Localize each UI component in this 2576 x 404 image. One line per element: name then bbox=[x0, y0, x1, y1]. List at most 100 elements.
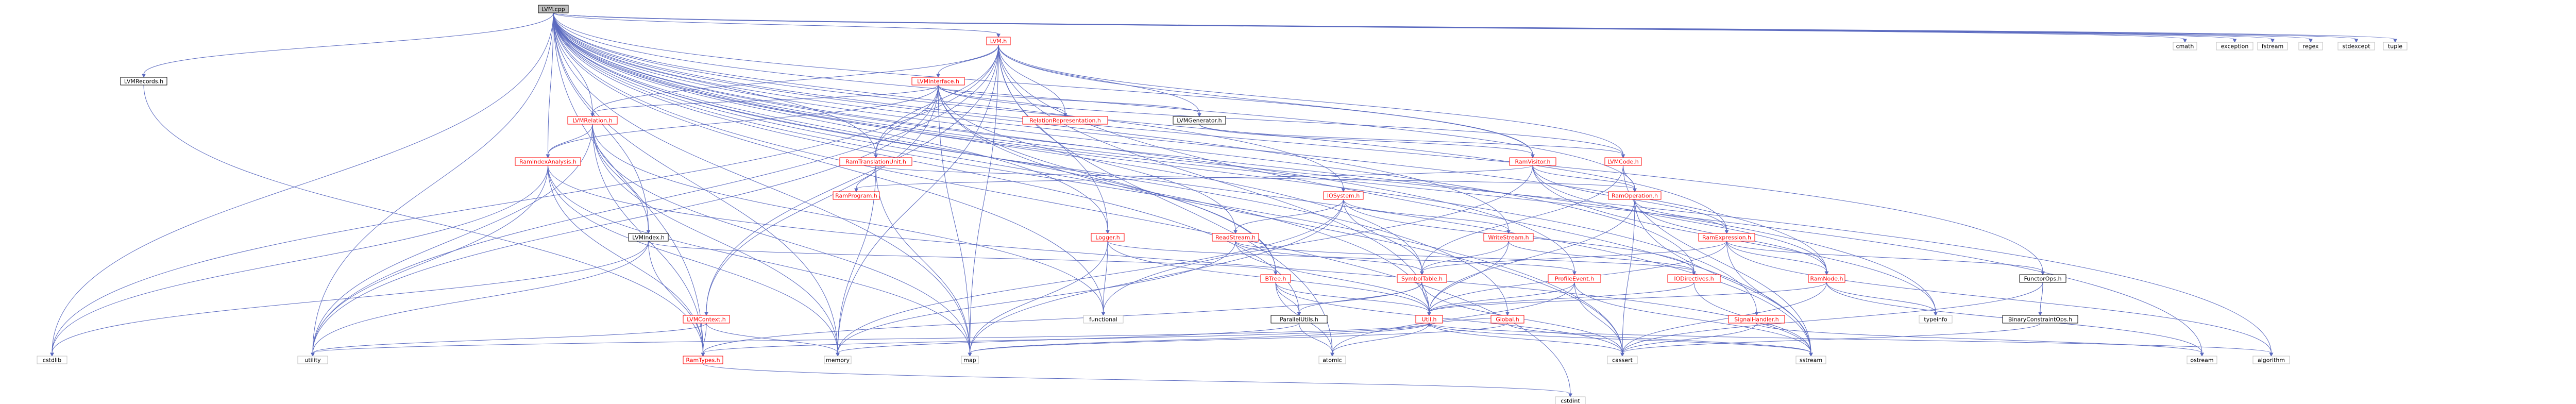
node-writestream-h[interactable]: WriteStream.h bbox=[1483, 233, 1534, 242]
node-global-h[interactable]: Global.h bbox=[1490, 315, 1524, 324]
node-box bbox=[2337, 42, 2375, 50]
node-lvmcontext-h[interactable]: LVMContext.h bbox=[683, 315, 730, 324]
node-cassert: cassert bbox=[1607, 356, 1638, 364]
edge-util-h-to-algorithm bbox=[1429, 323, 2274, 357]
node-ramoperation-h[interactable]: RamOperation.h bbox=[1608, 191, 1662, 200]
node-signalhandler-h[interactable]: SignalHandler.h bbox=[1728, 315, 1785, 324]
node-symboltable-h[interactable]: SymbolTable.h bbox=[1397, 274, 1447, 283]
edge-lvmrelation-h-to-functional bbox=[592, 124, 1106, 316]
edge-lvm-h-to-atomic bbox=[998, 44, 1334, 357]
node-box bbox=[1270, 315, 1328, 324]
node-lvminterface-h[interactable]: LVMInterface.h bbox=[911, 77, 965, 86]
node-binaryconstraint-h[interactable]: BinaryConstraintOps.h bbox=[2002, 315, 2078, 324]
node-parallelutils-h[interactable]: ParallelUtils.h bbox=[1270, 315, 1328, 324]
node-ramvisitor-h[interactable]: RamVisitor.h bbox=[1509, 157, 1556, 166]
node-label: RamVisitor.h bbox=[1515, 159, 1550, 165]
edge-lvmrecords-h-to-ramtypes-h bbox=[143, 85, 705, 357]
edge-profilevent-h-to-util-h bbox=[1427, 282, 1575, 316]
edge-lvm-cpp-to-functional bbox=[553, 12, 1106, 316]
node-label: SignalHandler.h bbox=[1734, 316, 1779, 323]
node-label: RamTypes.h bbox=[686, 357, 720, 364]
node-ramprogram-h[interactable]: RamProgram.h bbox=[833, 191, 880, 200]
edge-lvm-cpp-to-typeinfo bbox=[553, 12, 1938, 316]
node-box bbox=[2173, 42, 2197, 50]
edge-lvm-h-to-logger-h bbox=[998, 44, 1110, 234]
node-label: IODirectives.h bbox=[1674, 276, 1714, 282]
node-label: algorithm bbox=[2258, 357, 2285, 364]
edge-ramexpression-h-to-functorops-h bbox=[1726, 241, 2045, 276]
node-lvmrelation-h[interactable]: LVMRelation.h bbox=[567, 116, 618, 125]
edge-lvmgenerator-h-to-ramvisitor-h bbox=[1199, 124, 1535, 159]
node-box bbox=[1173, 116, 1226, 125]
edge-lvm-cpp-to-util-h bbox=[553, 12, 1431, 316]
node-lvmcode-h[interactable]: LVMCode.h bbox=[1604, 157, 1642, 166]
node-box bbox=[1212, 233, 1259, 242]
node-ramexpression-h[interactable]: RamExpression.h bbox=[1698, 233, 1755, 242]
node-raminterm-h[interactable]: RamTranslationUnit.h bbox=[839, 157, 912, 166]
edge-lvm-h-to-lvmcontext-h bbox=[704, 44, 999, 316]
node-box bbox=[1260, 274, 1291, 283]
edge-lvm-cpp-to-symboltable-h bbox=[553, 12, 1424, 276]
node-logger-h[interactable]: Logger.h bbox=[1091, 233, 1125, 242]
node-box bbox=[1022, 116, 1108, 125]
edge-lvm-cpp-to-iosystem-h bbox=[553, 12, 1346, 193]
node-label: Global.h bbox=[1496, 316, 1519, 323]
node-functorops-h[interactable]: FunctorOps.h bbox=[2019, 274, 2066, 283]
edge-lvm-cpp-to-lvmrecords-h bbox=[142, 12, 554, 78]
node-iosystem-h[interactable]: IOSystem.h bbox=[1323, 191, 1364, 200]
node-ramindexanalysis-h[interactable]: RamIndexAnalysis.h bbox=[515, 157, 581, 166]
edge-lvm-h-to-memory bbox=[836, 44, 999, 357]
node-box bbox=[1415, 315, 1443, 324]
node-box bbox=[1728, 315, 1785, 324]
edge-global-h-to-map bbox=[968, 323, 1508, 357]
node-box bbox=[1608, 191, 1662, 200]
node-util-h[interactable]: Util.h bbox=[1415, 315, 1443, 324]
node-readstream-h[interactable]: ReadStream.h bbox=[1212, 233, 1259, 242]
node-ramtypes-h[interactable]: RamTypes.h bbox=[683, 356, 723, 364]
edge-lvm-cpp-to-ostream bbox=[553, 12, 2204, 357]
node-iodirectives-h[interactable]: IODirectives.h bbox=[1667, 274, 1721, 283]
edge-lvm-h-to-map bbox=[968, 44, 999, 357]
edge-raminterm-h-to-map bbox=[875, 165, 972, 357]
node-cstdint: cstdint bbox=[1555, 396, 1586, 404]
edge-lvmindex-h-to-ramtypes-h bbox=[648, 241, 705, 357]
node-box bbox=[2257, 42, 2288, 50]
node-fstream: fstream bbox=[2257, 42, 2288, 50]
node-box bbox=[1919, 315, 1953, 324]
node-lvm-cpp[interactable]: LVM.cpp bbox=[538, 5, 569, 13]
node-box bbox=[839, 157, 912, 166]
node-profilevent-h[interactable]: ProfileEvent.h bbox=[1548, 274, 1601, 283]
edge-lvmindex-h-to-cstdlib bbox=[50, 241, 649, 357]
node-lvmrecords-h[interactable]: LVMRecords.h bbox=[120, 77, 167, 86]
node-label: SymbolTable.h bbox=[1401, 276, 1443, 282]
node-box bbox=[37, 356, 67, 364]
node-lvmgenerator-h[interactable]: LVMGenerator.h bbox=[1173, 116, 1226, 125]
node-btree-h[interactable]: BTree.h bbox=[1260, 274, 1291, 283]
node-label: functional bbox=[1089, 316, 1117, 323]
node-lvmindex-h[interactable]: LVMIndex.h bbox=[628, 233, 669, 242]
edge-lvm-cpp-to-cassert bbox=[553, 12, 1624, 357]
node-box bbox=[1397, 274, 1447, 283]
edge-ramindexanalysis-h-to-cstdlib bbox=[50, 165, 548, 357]
node-label: LVMContext.h bbox=[687, 316, 726, 323]
edge-signalhandler-h-to-ostream bbox=[1756, 323, 2204, 357]
node-label: regex bbox=[2302, 43, 2319, 50]
edge-lvm-cpp-to-global-h bbox=[553, 12, 1510, 316]
node-memory: memory bbox=[824, 356, 852, 364]
node-label: RamOperation.h bbox=[1612, 193, 1658, 199]
edge-ramindexanalysis-h-to-utility bbox=[311, 165, 548, 357]
edge-lvm-h-to-lvminterface-h bbox=[936, 44, 999, 78]
node-relationrepr-h[interactable]: RelationRepresentation.h bbox=[1022, 116, 1108, 125]
node-label: LVMRelation.h bbox=[572, 117, 612, 124]
node-lvm-h[interactable]: LVM.h bbox=[986, 37, 1011, 45]
edge-lvm-cpp-to-algorithm bbox=[553, 12, 2274, 357]
node-box bbox=[833, 191, 880, 200]
node-box bbox=[2187, 356, 2217, 364]
node-box bbox=[911, 77, 965, 86]
node-label: RamNode.h bbox=[1810, 276, 1843, 282]
edge-lvmgenerator-h-to-lvmcode-h bbox=[1199, 124, 1625, 159]
edge-writestream-h-to-iodirectives-h bbox=[1508, 241, 1696, 276]
edge-signalhandler-h-to-cassert bbox=[1620, 323, 1757, 357]
node-ramnode-h[interactable]: RamNode.h bbox=[1808, 274, 1845, 283]
